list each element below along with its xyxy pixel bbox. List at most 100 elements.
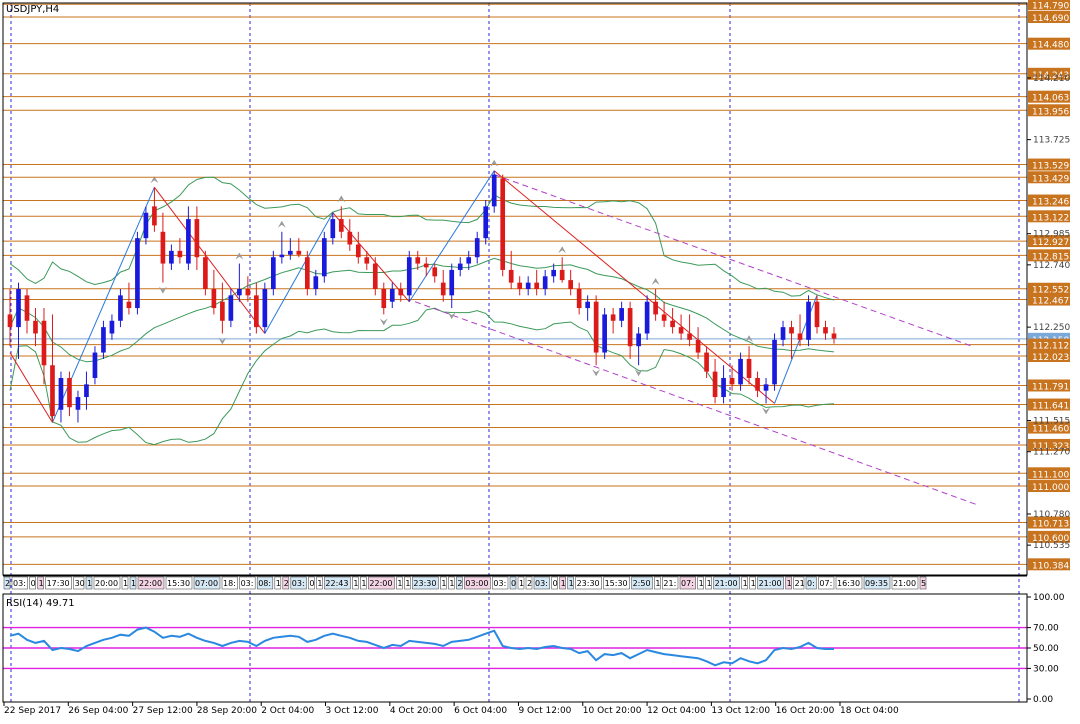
fractal-down-14 — [762, 407, 771, 415]
level-box-4 — [1028, 90, 1070, 103]
candle-body-14 — [126, 301, 132, 309]
level-label-10: 112.927 — [1032, 238, 1069, 248]
candle-body-20 — [177, 250, 183, 258]
candle-body-53 — [457, 263, 463, 270]
level-label-1: 114.690 — [1032, 14, 1069, 24]
level-label-16: 112.023 — [1032, 353, 1069, 363]
band-middle — [9, 257, 835, 363]
level-box-16 — [1028, 349, 1070, 362]
fractal-down-2 — [218, 337, 227, 345]
session-cell-24 — [368, 576, 395, 590]
rsi-tick-label-4: 0.00 — [1033, 695, 1053, 705]
level-box-18 — [1028, 398, 1070, 411]
level-box-10 — [1028, 235, 1070, 248]
candle-body-76 — [653, 301, 658, 315]
price-axis: 114.210 113.725 112.985 112.740 112.250 111.5… — [1027, 74, 1070, 551]
session-label-35: 2 — [527, 579, 532, 588]
candle-body-68 — [585, 301, 590, 309]
session-label-11: 15:30 — [167, 579, 190, 588]
candle-body-46 — [398, 289, 404, 296]
candle-body-65 — [559, 269, 565, 281]
level-label-9: 113.122 — [1032, 213, 1069, 223]
session-cell-41 — [603, 576, 630, 590]
session-cell-5 — [73, 576, 85, 590]
candle-body-44 — [381, 289, 387, 309]
level-box-9 — [1028, 210, 1070, 223]
candle-body-64 — [551, 269, 557, 277]
session-cell-50 — [749, 576, 756, 590]
candle-body-74 — [636, 333, 641, 347]
candle-body-10 — [92, 352, 98, 378]
session-cell-49 — [741, 576, 748, 590]
time-label-4: 2 Oct 04:00 — [261, 706, 314, 716]
session-label-47: 1 — [707, 579, 712, 588]
session-cell-1 — [11, 576, 28, 590]
session-cell-2 — [29, 576, 36, 590]
candle-body-58 — [500, 178, 506, 270]
session-label-30: 2 — [457, 579, 462, 588]
symbol-label: USDJPY,H4 — [6, 4, 59, 15]
candle-body-51 — [440, 282, 446, 296]
candle-body-89 — [763, 384, 769, 391]
level-box-8 — [1028, 194, 1070, 207]
candle-body-82 — [704, 352, 709, 372]
session-label-57: 09:35 — [865, 579, 888, 588]
session-label-18: 03: — [292, 579, 305, 588]
session-label-10: 22:00 — [139, 579, 162, 588]
session-cell-52 — [785, 576, 792, 590]
session-label-55: 07: — [819, 579, 832, 588]
candle-body-86 — [738, 358, 743, 385]
time-label-10: 12 Oct 04:00 — [647, 706, 706, 716]
session-cell-35 — [525, 576, 533, 590]
fractal-up-12 — [651, 278, 660, 285]
level-label-0: 114.790 — [1032, 1, 1069, 11]
fractal-up-4 — [277, 220, 286, 228]
rsi-panel-frame — [2, 593, 1028, 703]
candle-body-54 — [466, 257, 472, 264]
candle-body-37 — [321, 238, 327, 277]
level-label-8: 113.246 — [1032, 198, 1069, 208]
fractal-down-11 — [634, 369, 643, 377]
candle-body-60 — [517, 282, 523, 289]
candle-body-16 — [143, 212, 149, 239]
zigzag-seg-0 — [9, 352, 53, 423]
session-label-49: 1 — [743, 579, 748, 588]
session-cell-34 — [517, 576, 525, 590]
candle-body-67 — [576, 289, 582, 309]
level-label-19: 111.460 — [1032, 425, 1069, 435]
session-label-4: 17:30 — [47, 579, 70, 588]
session-label-43: 1 — [655, 579, 660, 588]
candle-body-24 — [211, 289, 217, 309]
fractal-up-8 — [490, 159, 499, 167]
session-label-29: 1 — [449, 579, 454, 588]
candle-body-50 — [432, 267, 438, 277]
candle-body-79 — [678, 327, 684, 334]
fractal-up-9 — [558, 246, 567, 254]
session-label-31: 03:00 — [465, 579, 488, 588]
level-box-0 — [1028, 0, 1070, 11]
session-label-52: 1 — [787, 579, 792, 588]
rsi-tick-label-3: 30.00 — [1033, 664, 1059, 674]
zigzag-seg-4 — [332, 212, 410, 303]
band-lower — [9, 307, 835, 446]
fractal-arrows — [150, 159, 771, 415]
rsi-tick-label-0: 100.00 — [1033, 593, 1065, 603]
price-tick-label-3: 112.740 — [1033, 261, 1070, 271]
session-label-56: 16:30 — [837, 579, 860, 588]
session-label-strip: 2 03: 0 1 17:30 30 1 20:00 1 1 22:00 15:30 07:00 18: 0… — [3, 575, 1027, 590]
level-box-25 — [1028, 558, 1070, 571]
fractal-down-10 — [592, 369, 601, 377]
time-label-7: 6 Oct 04:00 — [454, 706, 507, 716]
candle-body-91 — [780, 327, 786, 340]
fractal-down-6 — [379, 318, 388, 326]
candle-body-15 — [135, 238, 140, 309]
rsi-tick-label-2: 50.00 — [1033, 644, 1059, 654]
candle-body-73 — [627, 308, 633, 347]
candle-body-69 — [593, 301, 599, 353]
candle-body-3 — [33, 320, 38, 334]
price-tick-label-6: 111.270 — [1033, 448, 1070, 458]
fractal-up-5 — [337, 195, 346, 203]
candle-body-92 — [789, 327, 794, 334]
